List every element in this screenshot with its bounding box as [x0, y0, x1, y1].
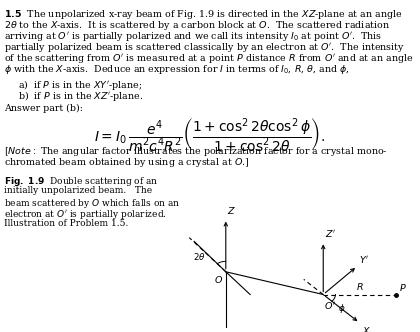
Text: beam scattered by $O$ which falls on an: beam scattered by $O$ which falls on an — [4, 197, 180, 210]
Text: $\mathbf{Fig.\ 1.9}$  Double scattering of an: $\mathbf{Fig.\ 1.9}$ Double scattering o… — [4, 175, 158, 188]
Text: $Z'$: $Z'$ — [325, 228, 336, 239]
Text: initially unpolarized beam.   The: initially unpolarized beam. The — [4, 186, 152, 195]
Text: Answer part (b):: Answer part (b): — [4, 104, 83, 113]
Text: electron at $O'$ is partially polarized.: electron at $O'$ is partially polarized. — [4, 208, 167, 221]
Text: arriving at $O'$ is partially polarized and we call its intensity $I_0$ at point: arriving at $O'$ is partially polarized … — [4, 30, 382, 43]
Text: $\phi$: $\phi$ — [339, 302, 346, 315]
Text: $O'$: $O'$ — [325, 300, 336, 311]
Text: partially polarized beam is scattered classically by an electron at $O'$.  The i: partially polarized beam is scattered cl… — [4, 41, 405, 54]
Text: $2\theta$ to the $X$-axis.  It is scattered by a carbon block at $O$.  The scatt: $2\theta$ to the $X$-axis. It is scatter… — [4, 19, 390, 32]
Text: chromated beam obtained by using a crystal at $O$.]: chromated beam obtained by using a cryst… — [4, 156, 249, 169]
Text: Z: Z — [228, 208, 234, 216]
Text: [$\it{Note:}$ The angular factor illustrates the polarization factor for a cryst: [$\it{Note:}$ The angular factor illustr… — [4, 145, 388, 158]
Text: $R$: $R$ — [356, 281, 364, 292]
Text: b)  if $P$ is in the $XZ'$-plane.: b) if $P$ is in the $XZ'$-plane. — [18, 89, 144, 103]
Text: $I = I_0\,\dfrac{e^4}{m^2c^4R^2}\left(\dfrac{1+\cos^2 2\theta\cos^2\phi}{1+\cos^: $I = I_0\,\dfrac{e^4}{m^2c^4R^2}\left(\d… — [94, 117, 326, 155]
Text: $P$: $P$ — [399, 282, 407, 293]
Text: O: O — [215, 276, 222, 285]
Text: $\mathbf{1.5}$  The unpolarized x-ray beam of Fig. 1.9 is directed in the $XZ$-p: $\mathbf{1.5}$ The unpolarized x-ray bea… — [4, 8, 403, 21]
Text: $2\theta$: $2\theta$ — [193, 251, 206, 262]
Text: a)  if $P$ is in the $XY'$-plane;: a) if $P$ is in the $XY'$-plane; — [18, 78, 142, 92]
Text: Illustration of Problem 1.5.: Illustration of Problem 1.5. — [4, 219, 129, 228]
Text: $Y'$: $Y'$ — [359, 254, 370, 265]
Text: $X$: $X$ — [362, 325, 371, 332]
Text: $\phi$ with the $X$-axis.  Deduce an expression for $I$ in terms of $I_0$, $R$, : $\phi$ with the $X$-axis. Deduce an expr… — [4, 63, 350, 76]
Text: of the scattering from $O'$ is measured at a point $P$ distance $R$ from $O'$ an: of the scattering from $O'$ is measured … — [4, 52, 413, 65]
